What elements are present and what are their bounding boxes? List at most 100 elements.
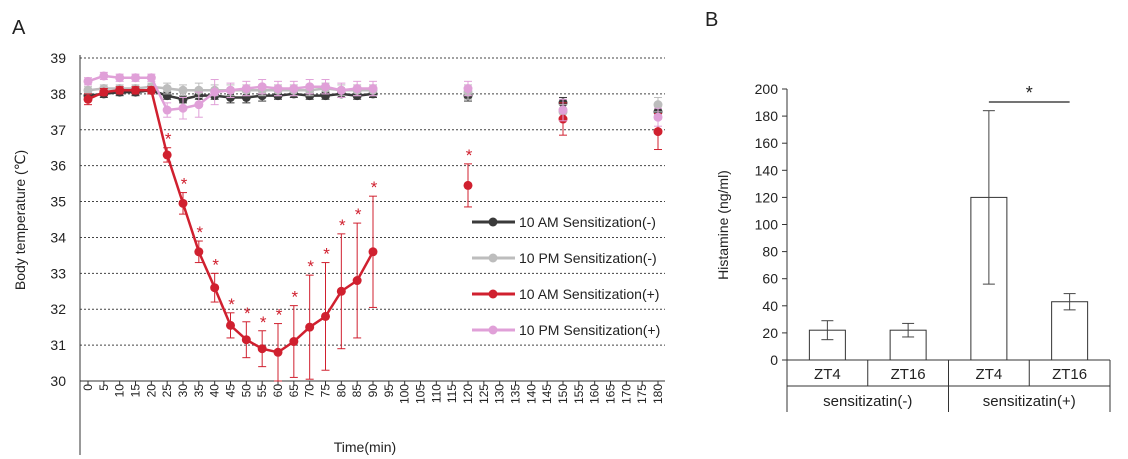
data-point <box>257 82 267 92</box>
x-tick-label: 50 <box>239 384 253 398</box>
significance-star: * <box>292 288 299 307</box>
y-tick-label: 80 <box>762 244 778 260</box>
y-tick-label: 39 <box>50 50 66 66</box>
y-tick-label: 160 <box>755 135 779 151</box>
category-label: ZT4 <box>814 366 841 383</box>
legend-label: 10 PM Sensitization(-) <box>519 250 657 266</box>
x-tick-label: 0 <box>81 384 95 391</box>
data-point <box>305 322 315 332</box>
data-point <box>178 198 188 208</box>
panel-a-y-axis: 30 31 32 33 34 35 36 37 38 39 <box>50 50 66 389</box>
y-tick-label: 140 <box>755 162 779 178</box>
x-tick-label: 80 <box>334 384 348 398</box>
data-point <box>653 112 663 122</box>
x-tick-label: 140 <box>524 384 538 404</box>
data-point <box>210 283 220 293</box>
data-point <box>178 103 188 113</box>
legend-item: 10 PM Sensitization(+) <box>472 322 660 338</box>
legend-label: 10 PM Sensitization(+) <box>519 322 660 338</box>
significance-star: * <box>355 205 362 224</box>
data-point <box>273 347 283 357</box>
x-tick-label: 90 <box>366 384 380 398</box>
x-tick-label: 120 <box>461 384 475 404</box>
x-tick-label: 110 <box>429 384 443 403</box>
data-point <box>210 87 220 97</box>
panel-a-legend: 10 AM Sensitization(-) 10 PM Sensitizatio… <box>472 214 660 338</box>
x-tick-label: 55 <box>255 384 269 398</box>
data-point <box>653 100 663 110</box>
x-tick-label: 60 <box>271 384 285 398</box>
x-tick-label: 95 <box>382 384 396 398</box>
data-point <box>352 276 362 286</box>
category-label: ZT4 <box>976 366 1003 383</box>
x-tick-label: 135 <box>509 384 523 404</box>
significance-star: * <box>197 223 204 242</box>
significance-star: * <box>212 255 219 274</box>
x-tick-label: 160 <box>588 384 602 404</box>
panel-a-y-axis-label: Body temperature (℃) <box>12 150 28 290</box>
y-tick-label: 38 <box>50 86 66 102</box>
x-tick-label: 125 <box>477 384 491 404</box>
x-tick-label: 45 <box>224 384 238 398</box>
y-tick-label: 60 <box>762 271 778 287</box>
panel-b-bars <box>808 110 1089 361</box>
x-tick-label: 170 <box>619 384 633 404</box>
series <box>83 71 663 127</box>
y-tick-label: 20 <box>762 325 778 341</box>
data-point <box>99 87 109 97</box>
data-point <box>289 84 299 94</box>
significance-star: * <box>1026 83 1033 103</box>
panel-b-label: B <box>705 9 718 31</box>
significance-star: * <box>228 295 235 314</box>
data-point <box>368 247 378 257</box>
category-label: ZT16 <box>1052 366 1087 383</box>
legend-swatch-marker <box>488 289 498 299</box>
data-point <box>146 73 156 83</box>
x-tick-label: 145 <box>540 384 554 404</box>
category-label: ZT16 <box>891 366 926 383</box>
legend-swatch-marker <box>488 253 498 263</box>
panel-a-x-axis: 0 5 10 15 20 25 30 35 40 45 50 55 60 65 70 75 80 85 90 95 10… <box>81 381 665 404</box>
data-point <box>178 85 188 95</box>
significance-star: * <box>323 245 330 264</box>
significance-star: * <box>165 130 172 149</box>
y-tick-label: 40 <box>762 298 778 314</box>
x-tick-label: 115 <box>445 384 459 403</box>
x-tick-label: 75 <box>319 384 333 398</box>
data-point <box>305 82 315 92</box>
y-tick-label: 180 <box>755 108 779 124</box>
panel-b-y-axis-label: Histamine (ng/ml) <box>715 170 731 280</box>
data-point <box>241 84 251 94</box>
data-point <box>273 84 283 94</box>
data-point <box>162 84 172 94</box>
bar-group <box>889 322 927 361</box>
x-tick-label: 150 <box>556 384 570 404</box>
panel-b-y-axis: 0 20 40 60 80 100 120 140 160 180 200 <box>755 81 788 368</box>
y-tick-label: 34 <box>50 229 66 245</box>
x-tick-label: 10 <box>113 384 127 398</box>
legend-item: 10 AM Sensitization(+) <box>472 286 659 302</box>
data-point <box>352 84 362 94</box>
legend-label: 10 AM Sensitization(-) <box>519 214 656 230</box>
data-point <box>257 344 267 354</box>
data-point <box>131 73 140 83</box>
data-point <box>83 94 93 104</box>
panel-a-label: A <box>12 17 26 39</box>
y-tick-label: 32 <box>50 301 66 317</box>
data-point <box>115 85 125 95</box>
significance-star: * <box>466 146 473 165</box>
x-tick-label: 105 <box>414 384 428 404</box>
data-point <box>226 320 235 330</box>
x-tick-label: 175 <box>635 384 649 404</box>
panel-a-significance-markers: * * * * * * * * * * * * * * * <box>165 130 473 332</box>
data-point <box>115 73 125 83</box>
bar-group <box>1051 293 1089 361</box>
data-point <box>194 247 204 257</box>
significance-star: * <box>181 175 188 194</box>
x-tick-label: 70 <box>303 384 317 398</box>
x-tick-label: 130 <box>493 384 507 404</box>
data-point <box>289 337 299 347</box>
x-tick-label: 100 <box>398 384 412 404</box>
